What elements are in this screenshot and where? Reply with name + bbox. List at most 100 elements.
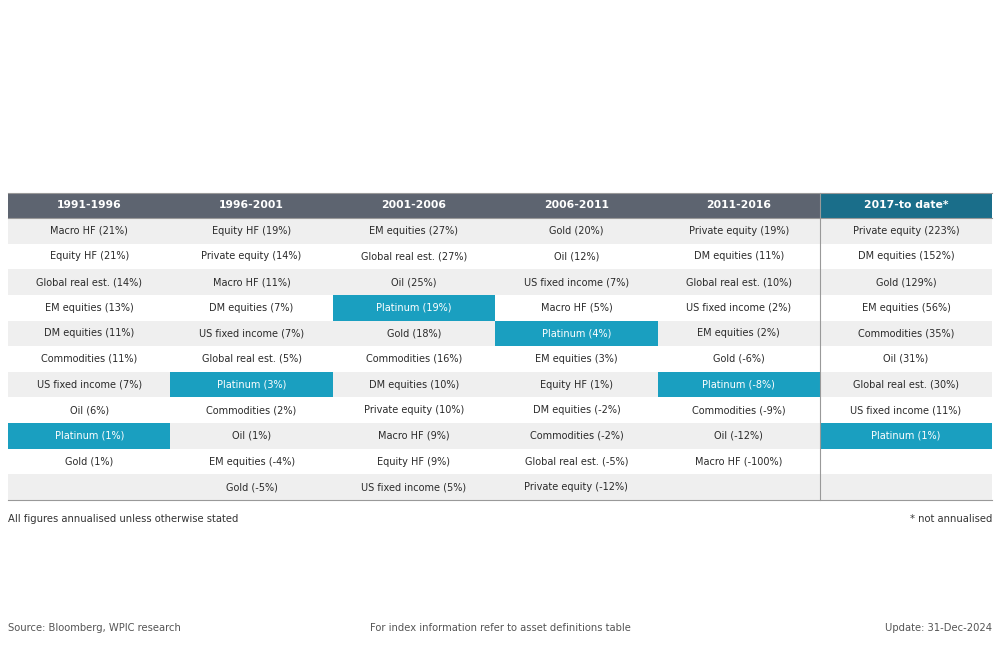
Bar (495, 244, 658, 269)
Text: Macro HF (-100%): Macro HF (-100%) (695, 456, 782, 466)
Text: Oil (1%): Oil (1%) (232, 431, 271, 441)
Bar (8, 295, 170, 321)
Text: Equity HF (9%): Equity HF (9%) (377, 456, 450, 466)
Text: Commodities (-2%): Commodities (-2%) (530, 431, 623, 441)
Text: Oil (25%): Oil (25%) (391, 277, 437, 287)
Bar (820, 218, 992, 244)
Text: 1991-1996: 1991-1996 (57, 200, 122, 210)
Bar (495, 321, 658, 346)
Bar (170, 193, 333, 218)
Text: Gold (1%): Gold (1%) (65, 456, 113, 466)
Text: Commodities (16%): Commodities (16%) (366, 354, 462, 364)
Text: EM equities (-4%): EM equities (-4%) (209, 456, 295, 466)
Bar (658, 423, 820, 449)
Bar (333, 295, 495, 321)
Bar (333, 449, 495, 474)
Bar (333, 474, 495, 500)
Text: DM equities (7%): DM equities (7%) (209, 303, 294, 313)
Text: Commodities (-9%): Commodities (-9%) (692, 406, 786, 415)
Text: US fixed income (7%): US fixed income (7%) (37, 379, 142, 390)
Text: Private equity (223%): Private equity (223%) (853, 226, 959, 236)
Bar (495, 218, 658, 244)
Bar (820, 193, 992, 218)
Text: * not annualised: * not annualised (910, 514, 992, 524)
Bar (333, 269, 495, 295)
Bar (8, 449, 170, 474)
Text: Global real est. (-5%): Global real est. (-5%) (525, 456, 628, 466)
Text: For index information refer to asset definitions table: For index information refer to asset def… (370, 623, 631, 633)
Text: 2006-2011: 2006-2011 (544, 200, 609, 210)
Text: Global real est. (30%): Global real est. (30%) (853, 379, 959, 390)
Bar (170, 321, 333, 346)
Bar (170, 474, 333, 500)
Text: US fixed income (11%): US fixed income (11%) (850, 406, 962, 415)
Text: 1996-2001: 1996-2001 (219, 200, 284, 210)
Bar (8, 218, 170, 244)
Bar (8, 398, 170, 423)
Bar (8, 269, 170, 295)
Bar (170, 372, 333, 398)
Text: DM equities (152%): DM equities (152%) (858, 251, 954, 261)
Bar (820, 346, 992, 372)
Text: Platinum (-8%): Platinum (-8%) (702, 379, 775, 390)
Text: Gold (-6%): Gold (-6%) (713, 354, 765, 364)
Bar (495, 193, 658, 218)
Text: Commodities (35%): Commodities (35%) (858, 328, 954, 338)
Text: Global real est. (27%): Global real est. (27%) (361, 251, 467, 261)
Text: Global real est. (5%): Global real est. (5%) (202, 354, 302, 364)
Bar (658, 269, 820, 295)
Bar (658, 218, 820, 244)
Text: EM equities (2%): EM equities (2%) (697, 328, 780, 338)
Text: All figures annualised unless otherwise stated: All figures annualised unless otherwise … (8, 514, 238, 524)
Bar (820, 321, 992, 346)
Bar (820, 295, 992, 321)
Text: Platinum (19%): Platinum (19%) (376, 303, 452, 313)
Text: Platinum (4%): Platinum (4%) (542, 328, 611, 338)
Text: Macro HF (9%): Macro HF (9%) (378, 431, 450, 441)
Bar (170, 218, 333, 244)
Text: Private equity (-12%): Private equity (-12%) (524, 482, 628, 492)
Text: EM equities (3%): EM equities (3%) (535, 354, 618, 364)
Text: DM equities (11%): DM equities (11%) (694, 251, 784, 261)
Text: Global real est. (14%): Global real est. (14%) (36, 277, 142, 287)
Text: Platinum (3%): Platinum (3%) (217, 379, 286, 390)
Bar (820, 423, 992, 449)
Text: Platinum (1%): Platinum (1%) (871, 431, 941, 441)
Bar (170, 295, 333, 321)
Text: Source: Bloomberg, WPIC research: Source: Bloomberg, WPIC research (8, 623, 181, 633)
Text: Global real est. (10%): Global real est. (10%) (686, 277, 792, 287)
Text: Gold (18%): Gold (18%) (387, 328, 441, 338)
Text: Macro HF (11%): Macro HF (11%) (213, 277, 290, 287)
Text: Private equity (10%): Private equity (10%) (364, 406, 464, 415)
Text: 2001-2006: 2001-2006 (381, 200, 446, 210)
Bar (495, 449, 658, 474)
Text: Oil (31%): Oil (31%) (883, 354, 929, 364)
Bar (820, 269, 992, 295)
Text: Gold (20%): Gold (20%) (549, 226, 604, 236)
Bar (333, 193, 495, 218)
Bar (333, 244, 495, 269)
Text: Equity HF (19%): Equity HF (19%) (212, 226, 291, 236)
Bar (820, 474, 992, 500)
Bar (495, 423, 658, 449)
Bar (170, 449, 333, 474)
Bar (495, 346, 658, 372)
Bar (658, 193, 820, 218)
Text: Macro HF (5%): Macro HF (5%) (541, 303, 612, 313)
Bar (820, 449, 992, 474)
Bar (8, 244, 170, 269)
Text: Oil (12%): Oil (12%) (554, 251, 599, 261)
Text: US fixed income (5%): US fixed income (5%) (361, 482, 467, 492)
Text: DM equities (11%): DM equities (11%) (44, 328, 134, 338)
Text: Equity HF (21%): Equity HF (21%) (50, 251, 129, 261)
Bar (658, 372, 820, 398)
Bar (820, 244, 992, 269)
Text: Update: 31-Dec-2024: Update: 31-Dec-2024 (885, 623, 992, 633)
Bar (333, 321, 495, 346)
Bar (170, 398, 333, 423)
Text: Gold (129%): Gold (129%) (876, 277, 936, 287)
Bar (170, 423, 333, 449)
Bar (658, 346, 820, 372)
Text: US fixed income (2%): US fixed income (2%) (686, 303, 791, 313)
Text: Oil (-12%): Oil (-12%) (714, 431, 763, 441)
